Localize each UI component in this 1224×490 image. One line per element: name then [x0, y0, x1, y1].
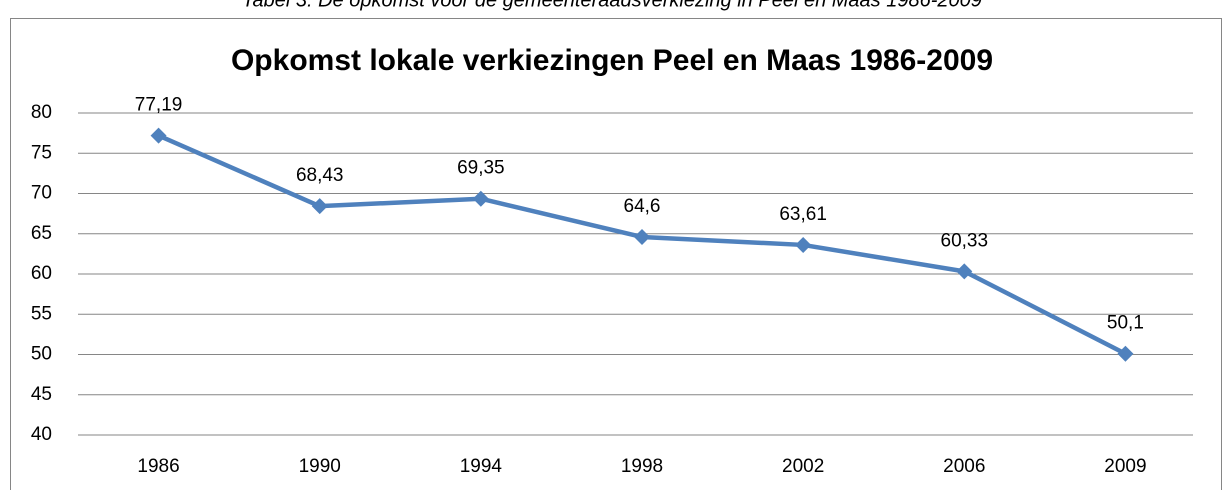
- x-tick-label: 1986: [137, 456, 179, 477]
- x-tick-label: 2006: [943, 456, 985, 477]
- marker: [150, 127, 167, 144]
- marker: [472, 190, 489, 207]
- y-tick-label: 40: [31, 424, 52, 445]
- caption: Tabel 3: De opkomst voor de gemeenteraad…: [242, 0, 982, 11]
- x-tick-label: 1994: [460, 456, 503, 477]
- chart-title: Opkomst lokale verkiezingen Peel en Maas…: [231, 44, 993, 77]
- y-tick-label: 45: [31, 384, 52, 405]
- value-label: 64,6: [624, 196, 661, 217]
- chart-frame: [10, 18, 1222, 490]
- value-label: 77,19: [135, 95, 183, 116]
- y-tick-label: 60: [31, 263, 52, 284]
- marker: [311, 198, 328, 215]
- x-tick-label: 1998: [621, 456, 663, 477]
- y-tick-label: 80: [31, 102, 52, 123]
- x-tick-label: 2009: [1104, 456, 1146, 477]
- marker: [634, 228, 650, 245]
- marker: [795, 236, 812, 253]
- marker: [956, 263, 973, 280]
- marker: [1117, 345, 1134, 362]
- x-tick-label: 2002: [782, 456, 824, 477]
- x-tick-label: 1990: [299, 456, 341, 477]
- y-tick-label: 70: [31, 183, 52, 204]
- value-label: 50,1: [1107, 313, 1144, 334]
- value-label: 69,35: [457, 158, 505, 179]
- value-label: 60,33: [941, 230, 989, 251]
- y-tick-label: 50: [31, 344, 52, 365]
- y-tick-label: 65: [31, 223, 52, 244]
- y-tick-label: 55: [31, 303, 52, 324]
- value-label: 68,43: [296, 165, 344, 186]
- y-tick-label: 75: [31, 142, 52, 163]
- value-label: 63,61: [779, 204, 827, 225]
